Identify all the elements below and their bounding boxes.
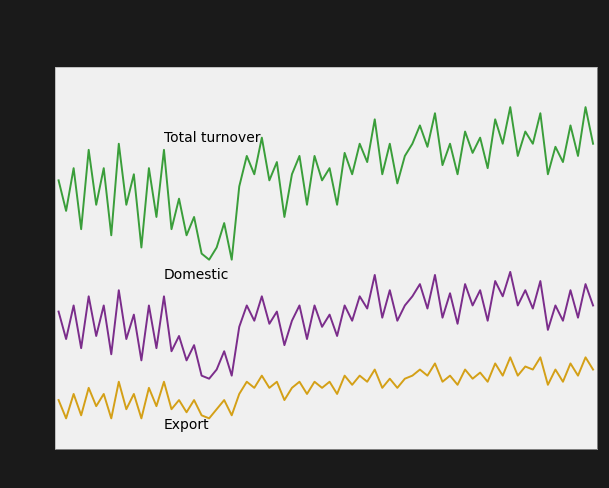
Text: Export: Export (164, 417, 209, 430)
Text: Domestic: Domestic (164, 267, 230, 282)
Text: Total turnover: Total turnover (164, 130, 261, 144)
